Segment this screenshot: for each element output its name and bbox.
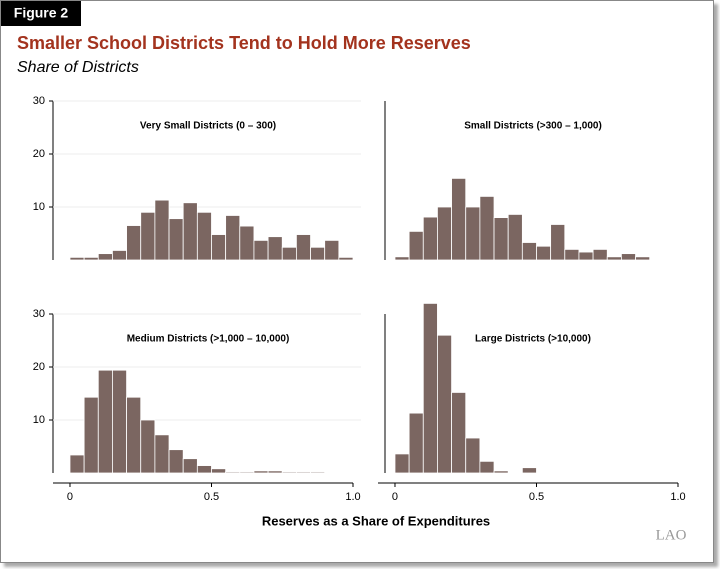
logo: LAO (656, 527, 687, 543)
bar (564, 248, 580, 261)
bar (112, 369, 127, 474)
x-tick-label: 0.5 (529, 491, 544, 503)
bar (83, 396, 99, 474)
bar (479, 195, 495, 261)
bar (168, 218, 184, 261)
bar (281, 246, 297, 261)
bar (253, 239, 269, 261)
bar (225, 471, 241, 474)
x-axis-label: Reserves as a Share of Expenditures (262, 513, 490, 528)
bar (451, 392, 467, 474)
bar (437, 206, 452, 261)
title: Smaller School Districts Tend to Hold Mo… (17, 33, 471, 53)
bar (126, 396, 142, 474)
bar (225, 215, 241, 261)
bar (408, 230, 424, 261)
bar (253, 470, 269, 474)
bar (592, 248, 608, 261)
bar (465, 206, 481, 261)
bar (451, 177, 467, 261)
bar (620, 253, 636, 261)
bar (521, 242, 537, 261)
bar (140, 211, 156, 261)
bar (310, 471, 326, 474)
x-tick-label: 1.0 (670, 491, 685, 503)
bar (521, 467, 537, 474)
bar (196, 465, 212, 474)
bar (550, 224, 566, 261)
y-tick-label: 10 (33, 414, 45, 426)
bar (239, 225, 255, 261)
bar (295, 234, 311, 261)
bar (97, 369, 113, 474)
bar (310, 246, 326, 261)
panel-title: Small Districts (>300 – 1,000) (464, 121, 602, 132)
bar (83, 256, 99, 261)
bar (140, 419, 156, 474)
panel-title: Large Districts (>10,000) (475, 334, 591, 345)
bar (493, 470, 509, 474)
bar (168, 449, 184, 474)
bar (578, 251, 594, 261)
figure: Figure 2 Smaller School Districts Tend t… (1, 1, 687, 543)
bar (182, 202, 198, 261)
bar (69, 256, 85, 261)
bar (196, 211, 212, 261)
bar (394, 256, 410, 261)
bar (507, 214, 523, 261)
bar (182, 458, 198, 474)
bar (394, 453, 410, 474)
bar (493, 217, 509, 261)
bar (465, 437, 481, 474)
subtitle: Share of Districts (17, 59, 139, 76)
bar (422, 302, 438, 474)
x-tick-label: 0.5 (204, 491, 219, 503)
x-tick-label: 1.0 (345, 491, 360, 503)
bar (479, 460, 495, 474)
bar (267, 470, 283, 474)
bar (239, 471, 255, 474)
bar (154, 434, 170, 474)
bar (338, 256, 354, 261)
bar (154, 199, 170, 261)
bar (324, 239, 340, 261)
panel-title: Medium Districts (>1,000 – 10,000) (127, 334, 290, 345)
bar (211, 468, 227, 474)
bar (281, 471, 297, 474)
x-tick-label: 0 (67, 491, 73, 503)
bar (635, 256, 651, 261)
bar (69, 454, 85, 474)
figure-label-box (1, 1, 81, 26)
bar (606, 256, 622, 261)
y-tick-label: 10 (33, 201, 45, 213)
bar (126, 225, 142, 261)
y-tick-label: 30 (33, 95, 45, 107)
y-tick-label: 30 (33, 308, 45, 320)
bar (211, 234, 227, 261)
y-tick-label: 20 (33, 148, 45, 160)
panel-title: Very Small Districts (0 – 300) (140, 121, 276, 132)
bar (295, 471, 311, 474)
figure-label: Figure 2 (14, 5, 69, 21)
bar (97, 253, 113, 261)
bar (112, 250, 127, 261)
y-tick-label: 20 (33, 361, 45, 373)
x-tick-label: 0 (392, 491, 398, 503)
bar (437, 334, 452, 474)
bar (422, 216, 438, 261)
bar (267, 236, 283, 261)
bar (408, 412, 424, 474)
bar (536, 245, 552, 261)
